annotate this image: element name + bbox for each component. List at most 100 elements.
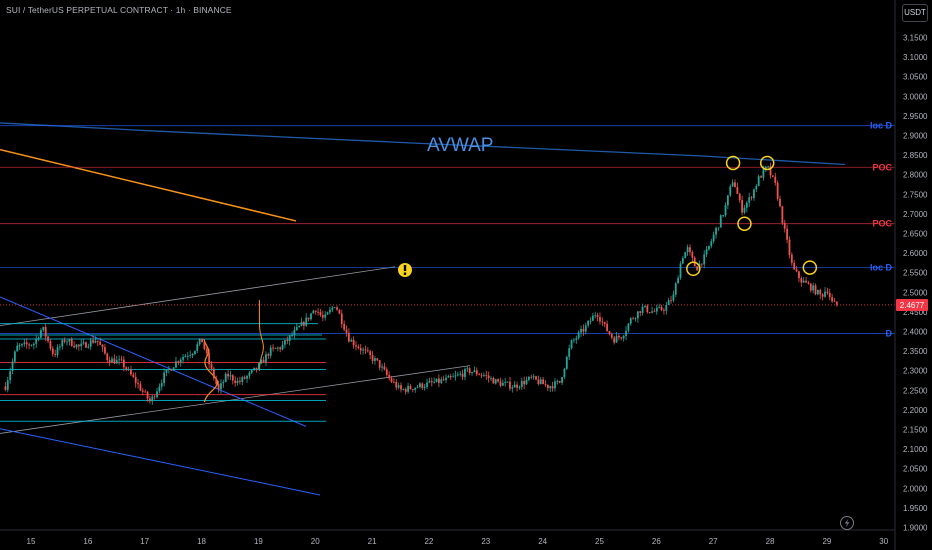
- candle-body: [644, 305, 646, 307]
- candle-body: [525, 379, 528, 385]
- x-tick-label: 16: [83, 537, 92, 546]
- x-tick-label: 27: [709, 537, 718, 546]
- candle-body: [182, 357, 184, 360]
- candle-body: [241, 377, 244, 382]
- candle-body: [464, 369, 466, 377]
- candle-body: [89, 340, 92, 347]
- price-axis[interactable]: 3.1500 3.1000 3.0500 3.0000 2.9500 2.9000 2.85…: [896, 34, 928, 533]
- candle-body: [606, 323, 608, 332]
- candle-body: [317, 311, 319, 313]
- candle-body: [798, 271, 800, 279]
- candle-body: [378, 360, 381, 368]
- candle-body: [66, 341, 68, 343]
- candle-body: [177, 361, 180, 363]
- candle-body: [483, 375, 485, 376]
- candle-body: [452, 376, 455, 378]
- candle-body: [58, 346, 61, 348]
- level-lines: loc D POC POC loc D D: [0, 121, 895, 338]
- candle-body: [684, 252, 687, 259]
- x-tick-label: 23: [481, 537, 490, 546]
- candle-body: [568, 348, 571, 357]
- candle-body: [658, 306, 661, 308]
- candle-body: [165, 369, 168, 373]
- candle-body: [535, 376, 537, 380]
- candle-body: [490, 378, 492, 379]
- candle-body: [736, 187, 739, 194]
- candle-body: [222, 382, 225, 384]
- candle-body: [670, 300, 672, 302]
- candle-body: [210, 364, 213, 369]
- candle-body: [390, 378, 393, 382]
- candle-body: [440, 379, 443, 383]
- candle-body: [108, 360, 111, 363]
- candle-body: [250, 370, 253, 373]
- candle-body: [75, 344, 78, 348]
- candle-body: [504, 382, 507, 383]
- candle-body: [430, 381, 433, 383]
- candle-body: [144, 391, 147, 393]
- candle-body: [743, 207, 746, 213]
- y-tick-label: 1.9000: [903, 524, 928, 533]
- x-tick-label: 22: [424, 537, 433, 546]
- candle-body: [149, 398, 151, 402]
- candle-body: [558, 380, 561, 383]
- x-tick-label: 20: [311, 537, 320, 546]
- y-tick-label: 2.2500: [903, 386, 928, 395]
- marked-point-circle: [759, 155, 775, 171]
- candle-body: [793, 262, 796, 270]
- candle-body: [582, 328, 585, 332]
- candle-body: [61, 340, 64, 347]
- candle-body: [577, 332, 580, 339]
- lightning-icon[interactable]: [840, 516, 854, 530]
- candle-body: [594, 315, 597, 317]
- candle-body: [760, 176, 762, 178]
- candle-body: [442, 379, 445, 381]
- candle-body: [13, 351, 16, 362]
- candle-body: [575, 338, 578, 340]
- candle-body: [513, 384, 516, 388]
- candle-body: [70, 339, 73, 346]
- candle-body: [153, 396, 156, 398]
- candle-body: [6, 380, 9, 390]
- candle-body: [212, 368, 215, 379]
- candle-body: [127, 369, 130, 371]
- candle-body: [236, 380, 239, 383]
- candle-body: [651, 311, 653, 313]
- candle-body: [546, 384, 549, 389]
- candle-body: [137, 383, 139, 385]
- candle-body: [613, 337, 616, 343]
- candle-body: [32, 343, 35, 345]
- y-tick-label: 2.2000: [903, 406, 928, 415]
- candle-body: [366, 350, 369, 352]
- candle-body: [816, 289, 819, 295]
- y-tick-label: 2.7500: [903, 190, 928, 199]
- candle-body: [407, 385, 410, 392]
- candle-body: [42, 326, 45, 331]
- candle-body: [769, 166, 772, 176]
- candle-body: [591, 315, 594, 321]
- candle-body: [686, 247, 689, 253]
- candle-body: [435, 378, 438, 383]
- currency-button[interactable]: USDT: [902, 4, 928, 22]
- y-tick-label: 2.4000: [903, 328, 928, 337]
- candle-body: [437, 378, 440, 383]
- alert-icon[interactable]: [398, 263, 412, 277]
- candle-body: [663, 309, 665, 311]
- candle-body: [468, 368, 471, 374]
- candle-body: [338, 309, 341, 314]
- y-tick-label: 2.5000: [903, 288, 928, 297]
- candle-body: [601, 321, 604, 323]
- candle-body: [622, 336, 625, 339]
- candle-body: [118, 359, 121, 361]
- candle-body: [809, 283, 812, 291]
- candle-body: [570, 340, 573, 349]
- y-tick-label: 3.1500: [903, 34, 928, 43]
- candle-body: [92, 340, 94, 343]
- time-axis[interactable]: 15 16 17 18 19 20 21 22 23 24 25 26 27 28 29 30: [27, 537, 889, 546]
- candle-body: [260, 359, 263, 364]
- candle-body: [485, 375, 488, 376]
- candle-body: [272, 347, 274, 349]
- y-tick-label: 2.8500: [903, 151, 928, 160]
- candle-body: [362, 349, 364, 351]
